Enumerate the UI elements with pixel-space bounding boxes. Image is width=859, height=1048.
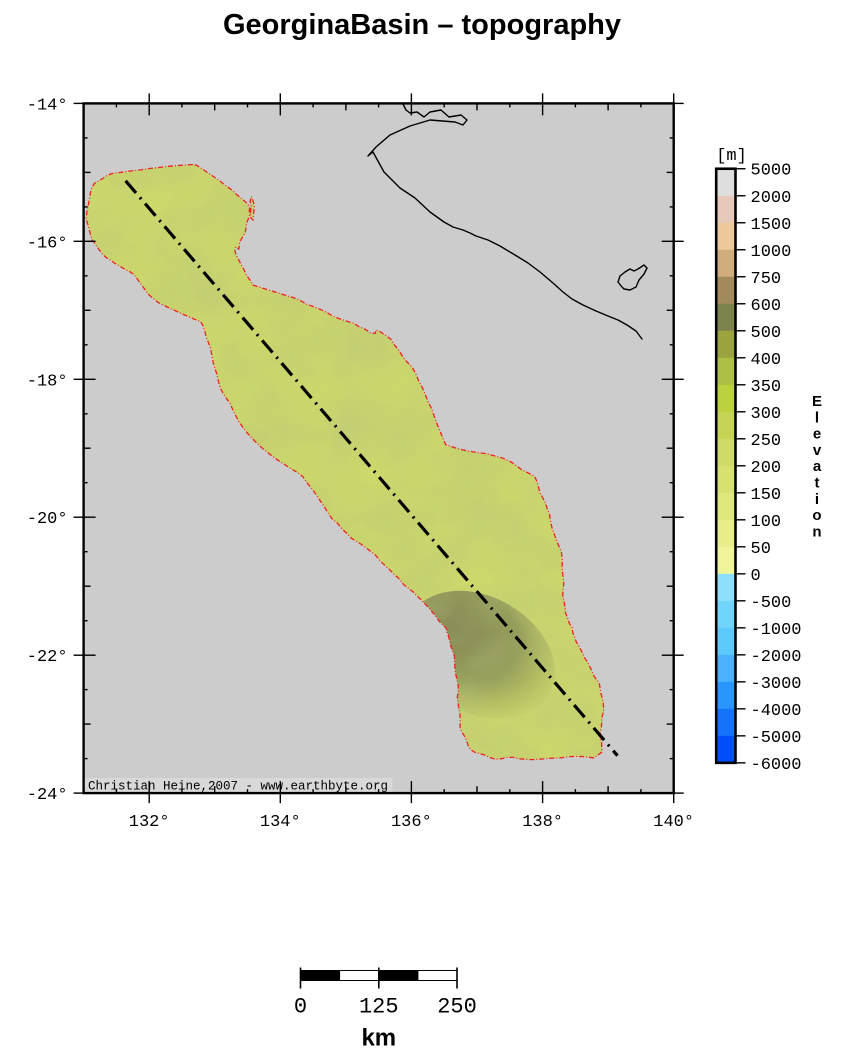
svg-text:-5000: -5000 <box>751 729 802 748</box>
svg-text:50: 50 <box>751 540 771 559</box>
svg-text:-14°: -14° <box>27 96 68 115</box>
svg-text:500: 500 <box>751 324 782 343</box>
svg-text:o: o <box>812 507 821 524</box>
svg-text:Christian Heine,2007 - www.ear: Christian Heine,2007 - www.earthbyte.org <box>88 780 388 794</box>
svg-text:e: e <box>813 426 821 443</box>
svg-text:-18°: -18° <box>27 372 68 391</box>
svg-text:-24°: -24° <box>27 786 68 805</box>
svg-text:5000: 5000 <box>751 162 792 181</box>
svg-text:a: a <box>813 458 822 475</box>
svg-text:250: 250 <box>437 995 477 1020</box>
svg-text:v: v <box>813 442 822 459</box>
svg-text:1000: 1000 <box>751 243 792 262</box>
svg-text:0: 0 <box>751 567 761 586</box>
svg-text:-2000: -2000 <box>751 648 802 667</box>
svg-text:100: 100 <box>751 513 782 532</box>
svg-text:750: 750 <box>751 270 782 289</box>
svg-text:150: 150 <box>751 486 782 505</box>
svg-text:-22°: -22° <box>27 648 68 667</box>
svg-text:134°: 134° <box>260 813 301 832</box>
svg-text:n: n <box>812 523 821 540</box>
svg-text:1500: 1500 <box>751 216 792 235</box>
svg-text:i: i <box>815 491 819 508</box>
svg-text:-6000: -6000 <box>751 756 802 775</box>
svg-text:138°: 138° <box>522 813 563 832</box>
svg-text:136°: 136° <box>391 813 432 832</box>
svg-text:350: 350 <box>751 378 782 397</box>
svg-text:-500: -500 <box>751 594 792 613</box>
svg-text:132°: 132° <box>129 813 170 832</box>
svg-text:-20°: -20° <box>27 510 68 529</box>
svg-text:t: t <box>815 475 820 492</box>
svg-text:E: E <box>812 393 822 410</box>
svg-text:300: 300 <box>751 405 782 424</box>
svg-text:-1000: -1000 <box>751 621 802 640</box>
svg-text:2000: 2000 <box>751 189 792 208</box>
svg-text:250: 250 <box>751 432 782 451</box>
svg-text:125: 125 <box>359 995 399 1020</box>
svg-text:l: l <box>815 409 819 426</box>
svg-text:[m]: [m] <box>716 147 747 166</box>
svg-text:-4000: -4000 <box>751 702 802 721</box>
svg-text:km: km <box>361 1025 396 1048</box>
svg-text:140°: 140° <box>653 813 694 832</box>
svg-text:600: 600 <box>751 297 782 316</box>
svg-text:-16°: -16° <box>27 234 68 253</box>
svg-text:200: 200 <box>751 459 782 478</box>
svg-text:0: 0 <box>294 995 307 1020</box>
svg-text:400: 400 <box>751 351 782 370</box>
svg-text:GeorginaBasin – topography: GeorginaBasin – topography <box>223 9 621 41</box>
svg-text:-3000: -3000 <box>751 675 802 694</box>
